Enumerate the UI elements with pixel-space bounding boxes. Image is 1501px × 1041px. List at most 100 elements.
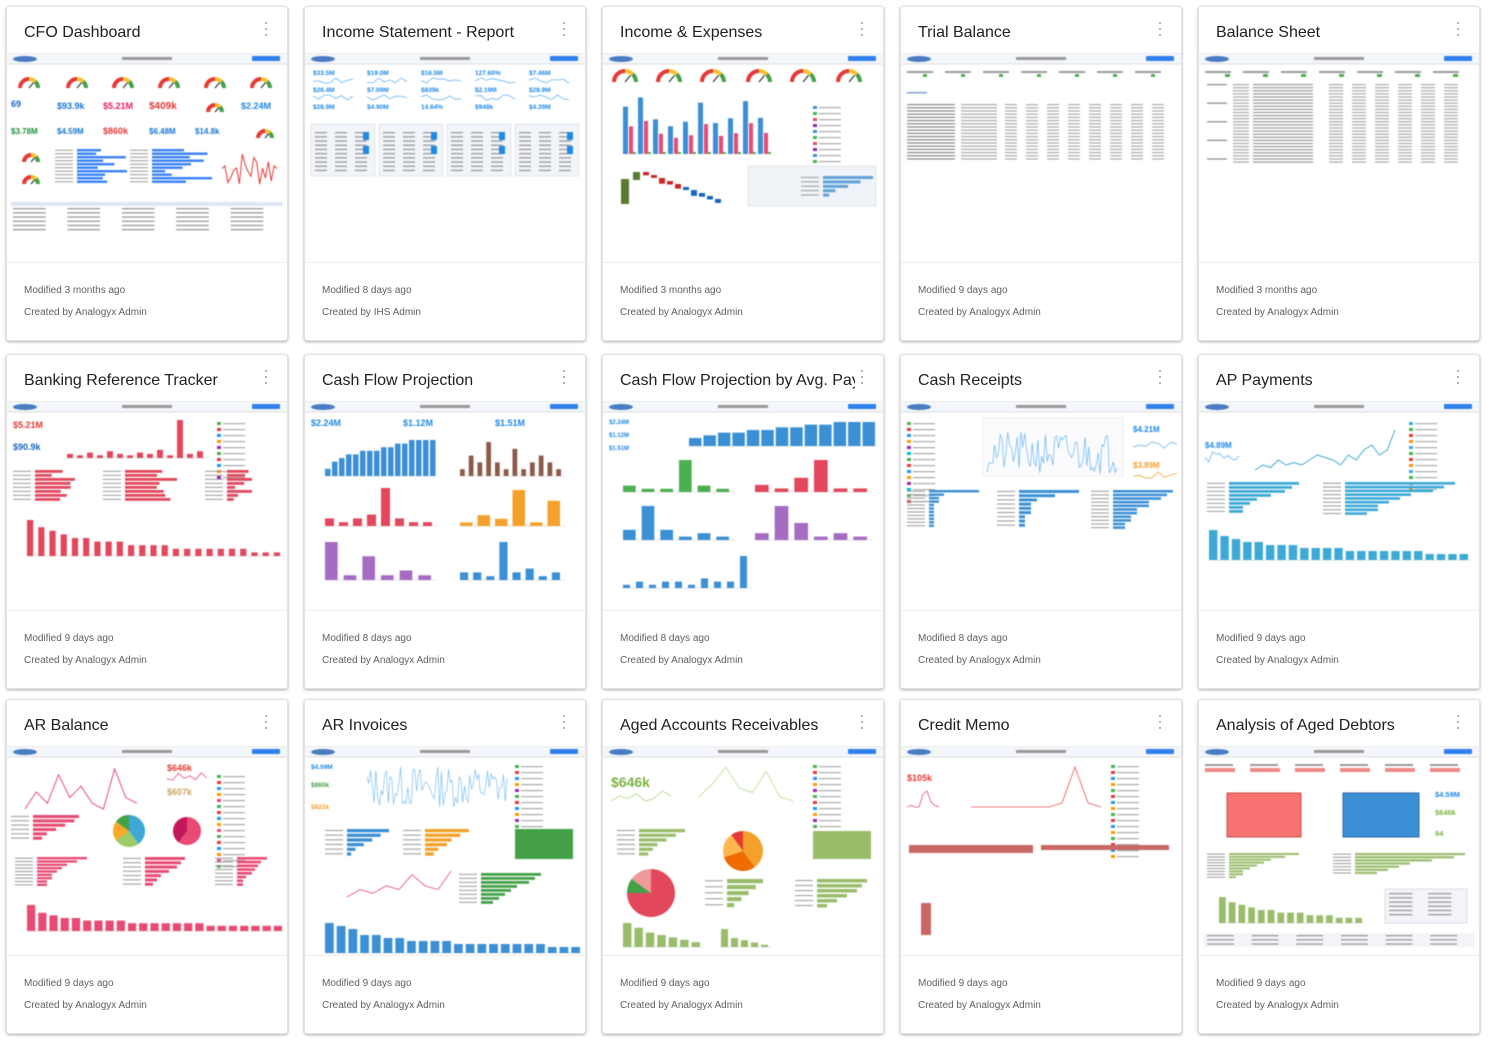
- dashboard-thumbnail[interactable]: $4.89M: [1199, 401, 1479, 611]
- chart-bar: [206, 925, 215, 931]
- dashboard-thumbnail[interactable]: 69 $93.9k $5.21M $409k $2.24M $3.78M $4.59M $86…: [7, 53, 287, 263]
- card-title[interactable]: CFO Dashboard: [24, 24, 141, 41]
- card-title[interactable]: Cash Receipts: [918, 372, 1023, 389]
- dashboard-card[interactable]: Cash Flow Projection by Avg. Pay Da $2.24…: [602, 354, 884, 689]
- more-options-icon[interactable]: [1157, 370, 1163, 384]
- more-options-icon[interactable]: [263, 370, 269, 384]
- card-header: Analysis of Aged Debtors: [1199, 700, 1479, 746]
- dashboard-card[interactable]: Trial Balance Modified 9 days ago Created …: [900, 6, 1182, 341]
- chart-bar: [237, 864, 258, 868]
- chart-bar: [481, 885, 517, 888]
- chart-bar: [227, 470, 249, 473]
- more-options-icon[interactable]: [561, 22, 567, 36]
- chart-line: [610, 790, 672, 802]
- modified-text: Modified 9 days ago: [918, 285, 1008, 296]
- dashboard-thumbnail[interactable]: $646k: [603, 746, 883, 956]
- dashboard-card[interactable]: Income & Expenses Modified 3 months ago Cr…: [602, 6, 884, 341]
- chart-bar: [228, 548, 236, 556]
- dashboard-thumbnail[interactable]: $4.59M $646k 94: [1199, 746, 1479, 956]
- chart-line: [366, 766, 508, 808]
- card-meta: Modified 9 days ago Created by Analogyx A…: [1199, 956, 1479, 1022]
- dashboard-thumbnail[interactable]: [901, 53, 1181, 263]
- card-title[interactable]: Credit Memo: [918, 717, 1010, 734]
- chart-bar: [639, 829, 685, 833]
- chart-bar: [35, 490, 61, 493]
- thumbnail-chart: [603, 54, 883, 262]
- dashboard-card[interactable]: AR Invoices $4.59M $860k $822k Modified 9 da…: [304, 699, 586, 1034]
- card-title[interactable]: AR Balance: [24, 717, 109, 734]
- dashboard-thumbnail[interactable]: $105k: [901, 746, 1181, 956]
- dashboard-thumbnail[interactable]: $5.21M $90.9k: [7, 401, 287, 611]
- chart-bar: [1288, 545, 1298, 560]
- chart-bar: [1391, 551, 1400, 560]
- more-options-icon[interactable]: [1157, 22, 1163, 36]
- dashboard-card[interactable]: Cash Receipts $4.21M $3.89M Modified 8 days…: [900, 354, 1182, 689]
- card-title[interactable]: Trial Balance: [918, 24, 1011, 41]
- more-options-icon[interactable]: [561, 370, 567, 384]
- chart-bar: [77, 163, 115, 166]
- dashboard-card[interactable]: Aged Accounts Receivables $646k Modified 9…: [602, 699, 884, 1034]
- more-options-icon[interactable]: [859, 715, 865, 729]
- card-title[interactable]: Income & Expenses: [620, 24, 763, 41]
- chart-bar: [1229, 870, 1243, 873]
- dashboard-thumbnail[interactable]: $4.21M $3.89M: [901, 401, 1181, 611]
- dashboard-card[interactable]: AP Payments $4.89M Modified 9 days ago Crea…: [1198, 354, 1480, 689]
- more-options-icon[interactable]: [561, 715, 567, 729]
- card-meta: Modified 3 months ago Created by Analogyx…: [7, 263, 287, 329]
- dashboard-thumbnail[interactable]: $4.59M $860k $822k: [305, 746, 585, 956]
- card-title[interactable]: Analysis of Aged Debtors: [1216, 717, 1395, 734]
- card-title[interactable]: Balance Sheet: [1216, 24, 1321, 41]
- more-options-icon[interactable]: [263, 715, 269, 729]
- chart-bar: [727, 581, 734, 588]
- dashboard-card[interactable]: Income Statement - Report $33.5M $26.4M $28…: [304, 6, 586, 341]
- dashboard-thumbnail[interactable]: $646k $607k: [7, 746, 287, 956]
- card-meta: Modified 3 months ago Created by Analogyx…: [1199, 263, 1479, 329]
- more-options-icon[interactable]: [1455, 370, 1461, 384]
- created-by-text: Created by Analogyx Admin: [322, 655, 445, 666]
- card-title[interactable]: AP Payments: [1216, 372, 1313, 389]
- chart-bar: [228, 925, 238, 931]
- chart-bar: [774, 506, 789, 540]
- chart-bar: [454, 944, 463, 953]
- dashboard-card[interactable]: Banking Reference Tracker $5.21M $90.9k Mod…: [6, 354, 288, 689]
- more-options-icon[interactable]: [1455, 22, 1461, 36]
- more-options-icon[interactable]: [1157, 715, 1163, 729]
- chart-bar: [688, 584, 695, 588]
- dashboard-thumbnail[interactable]: $2.24M $1.12M $1.51M: [305, 401, 585, 611]
- chart-bar: [60, 918, 69, 931]
- more-options-icon[interactable]: [1455, 715, 1461, 729]
- card-title[interactable]: Cash Flow Projection: [322, 372, 474, 389]
- card-title[interactable]: AR Invoices: [322, 717, 408, 734]
- dashboard-card[interactable]: Cash Flow Projection $2.24M $1.12M $1.51M Mo…: [304, 354, 586, 689]
- chart-line: [1132, 441, 1178, 449]
- card-header: CFO Dashboard: [7, 7, 287, 53]
- dashboard-card[interactable]: CFO Dashboard 69 $93.9k $5.21M $409k $2.24M $3…: [6, 6, 288, 341]
- chart-bar: [823, 184, 848, 188]
- chart-bar: [481, 873, 541, 876]
- chart-bar: [1402, 551, 1412, 560]
- dashboard-thumbnail[interactable]: $2.24M $1.12M $1.51M: [603, 401, 883, 611]
- card-meta: Modified 9 days ago Created by Analogyx A…: [901, 263, 1181, 329]
- dashboard-thumbnail[interactable]: $33.5M $26.4M $28.9M $19.0M $7.09M $4.90M $16.…: [305, 53, 585, 263]
- more-options-icon[interactable]: [859, 22, 865, 36]
- chart-bar: [817, 879, 867, 883]
- chart-bar: [71, 918, 81, 931]
- more-options-icon[interactable]: [263, 22, 269, 36]
- card-title[interactable]: Aged Accounts Receivables: [620, 717, 819, 734]
- chart-bar: [524, 944, 534, 953]
- card-meta: Modified 8 days ago Created by Analogyx A…: [305, 611, 585, 677]
- dashboard-thumbnail[interactable]: [1199, 53, 1479, 263]
- chart-bar: [35, 486, 71, 489]
- chart-bar: [381, 447, 387, 476]
- dashboard-card[interactable]: Balance Sheet Modified 3 months ago Create…: [1198, 6, 1480, 341]
- card-title[interactable]: Income Statement - Report: [322, 24, 515, 41]
- dashboard-thumbnail[interactable]: [603, 53, 883, 263]
- card-title[interactable]: Cash Flow Projection by Avg. Pay Da: [620, 372, 855, 389]
- dashboard-card[interactable]: Credit Memo $105k Modified 9 days ago Creat…: [900, 699, 1182, 1034]
- card-title[interactable]: Banking Reference Tracker: [24, 372, 218, 389]
- chart-bar: [137, 452, 143, 458]
- more-options-icon[interactable]: [859, 370, 865, 384]
- dashboard-card[interactable]: AR Balance $646k $607k Modified 9 days ago C…: [6, 699, 288, 1034]
- dashboard-card[interactable]: Analysis of Aged Debtors $4.59M $646k 94 Mod…: [1198, 699, 1480, 1034]
- chart-bar: [177, 420, 183, 458]
